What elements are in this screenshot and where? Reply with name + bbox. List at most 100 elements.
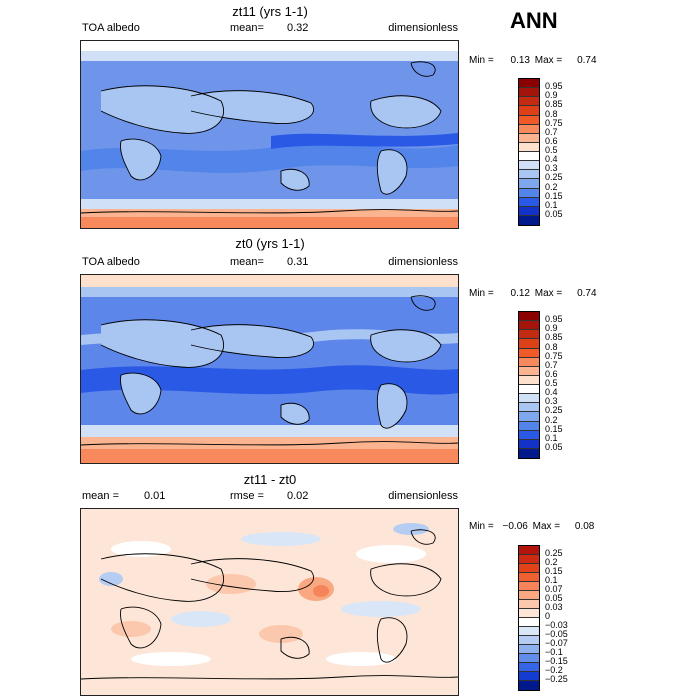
season-label: ANN (510, 8, 558, 33)
panel1-title: zt11 (yrs 1-1) (232, 4, 308, 19)
panel3-colorbar-ticks: 0.25 0.2 0.15 0.1 0.07 0.05 0.03 0 −0.03 −0.05 −0.… (545, 545, 585, 691)
panel2-minmax: Min = 0.12 Max = 0.74 (469, 288, 597, 299)
colorbar-tick-label: −0.05 (545, 629, 568, 639)
colorbar-tick-label: 0 (545, 611, 551, 621)
colorbar-tick-label: 0.15 (545, 566, 563, 576)
colorbar-swatch (519, 206, 539, 216)
colorbar-swatch (519, 582, 539, 591)
colorbar-swatch (519, 197, 539, 207)
colorbar-swatch (519, 627, 539, 636)
colorbar-tick-label: 0.25 (545, 548, 563, 558)
panel3-map (80, 508, 459, 696)
panel3-max-value: 0.08 (574, 521, 595, 532)
colorbar-swatch (519, 430, 539, 440)
panel2-map (80, 274, 459, 464)
panel1-map-field (81, 41, 458, 228)
panel3-units: dimensionless (388, 490, 458, 502)
colorbar-swatch (519, 366, 539, 376)
panel1-colorbar (518, 78, 540, 226)
colorbar-tick-label: −0.03 (545, 620, 568, 630)
colorbar-tick-label: 0.85 (545, 332, 563, 343)
panel3-mean-label: mean = (82, 490, 119, 502)
panel3-title: zt11 - zt0 (243, 472, 297, 487)
panel1-map (80, 40, 459, 229)
colorbar-swatch (519, 152, 539, 162)
colorbar-tick-label: 0.8 (545, 341, 558, 352)
colorbar-swatch (519, 672, 539, 681)
panel1-max-label: Max = (534, 55, 563, 66)
colorbar-swatch (519, 321, 539, 331)
colorbar-tick-label: 0.25 (545, 172, 563, 183)
colorbar-tick-label: −0.2 (545, 665, 563, 675)
panel3-rmse-value: 0.02 (287, 490, 309, 502)
colorbar-tick-label: 0.25 (545, 405, 563, 416)
panel2-variable-label: TOA albedo (82, 256, 140, 268)
colorbar-tick-label: 0.9 (545, 323, 558, 334)
colorbar-tick-label: 0.03 (545, 602, 563, 612)
colorbar-swatch (519, 179, 539, 189)
panel3-minmax: Min = −0.06 Max = 0.08 (469, 521, 594, 532)
colorbar-tick-label: 0.05 (545, 208, 563, 219)
panel2-colorbar (518, 311, 540, 459)
panel2-map-field (81, 275, 458, 463)
colorbar-swatch (519, 124, 539, 134)
panel2-mean-label: mean= (230, 256, 264, 268)
colorbar-swatch (519, 439, 539, 449)
panel1-mean-value: 0.32 (287, 22, 309, 34)
colorbar-swatch (519, 385, 539, 395)
colorbar-tick-label: 0.9 (545, 90, 558, 101)
colorbar-swatch (519, 170, 539, 180)
colorbar-swatch (519, 106, 539, 116)
colorbar-swatch (519, 88, 539, 98)
colorbar-swatch (519, 591, 539, 600)
colorbar-swatch (519, 663, 539, 672)
panel3-colorbar (518, 545, 540, 691)
colorbar-swatch (519, 115, 539, 125)
colorbar-tick-label: 0.4 (545, 387, 558, 398)
colorbar-tick-label: 0.07 (545, 584, 563, 594)
colorbar-swatch (519, 555, 539, 564)
panel2-mean-value: 0.31 (287, 256, 309, 268)
panel2-min-label: Min = (469, 288, 494, 299)
colorbar-tick-label: 0.6 (545, 135, 558, 146)
panel1-variable-label: TOA albedo (82, 22, 140, 34)
colorbar-swatch (519, 215, 539, 225)
panel1-min-label: Min = (469, 55, 494, 66)
panel1-meta: TOA albedo mean= 0.32 dimensionless (80, 22, 460, 36)
colorbar-swatch (519, 161, 539, 171)
colorbar-tick-label: 0.85 (545, 99, 563, 110)
colorbar-tick-label: 0.15 (545, 190, 563, 201)
panel3-min-label: Min = (469, 521, 494, 532)
colorbar-swatch (519, 654, 539, 663)
panel1-mean-label: mean= (230, 22, 264, 34)
colorbar-swatch (519, 645, 539, 654)
colorbar-tick-label: 0.2 (545, 557, 558, 567)
colorbar-tick-label: 0.7 (545, 126, 558, 137)
colorbar-tick-label: −0.25 (545, 674, 568, 684)
panel3-min-value: −0.06 (502, 521, 528, 532)
colorbar-tick-label: 0.8 (545, 108, 558, 119)
colorbar-tick-label: −0.1 (545, 647, 563, 657)
colorbar-swatch (519, 636, 539, 645)
colorbar-swatch (519, 600, 539, 609)
colorbar-swatch (519, 339, 539, 349)
colorbar-swatch (519, 546, 539, 555)
panel2-max-value: 0.74 (577, 288, 597, 299)
colorbar-tick-label: 0.75 (545, 117, 563, 128)
panel3-rmse-label: rmse = (230, 490, 264, 502)
colorbar-swatch (519, 348, 539, 358)
colorbar-tick-label: 0.7 (545, 359, 558, 370)
colorbar-tick-label: 0.05 (545, 593, 563, 603)
colorbar-swatch (519, 142, 539, 152)
colorbar-tick-label: 0.1 (545, 432, 558, 443)
colorbar-swatch (519, 421, 539, 431)
colorbar-tick-label: 0.4 (545, 154, 558, 165)
colorbar-swatch (519, 448, 539, 458)
colorbar-swatch (519, 609, 539, 618)
colorbar-tick-label: −0.15 (545, 656, 568, 666)
colorbar-swatch (519, 618, 539, 627)
colorbar-tick-label: 0.95 (545, 81, 563, 92)
colorbar-tick-label: 0.2 (545, 181, 558, 192)
colorbar-tick-label: 0.3 (545, 396, 558, 407)
panel1-colorbar-ticks: 0.95 0.9 0.85 0.8 0.75 0.7 0.6 0.5 0.4 0.3 0.25 0.2… (545, 78, 585, 226)
